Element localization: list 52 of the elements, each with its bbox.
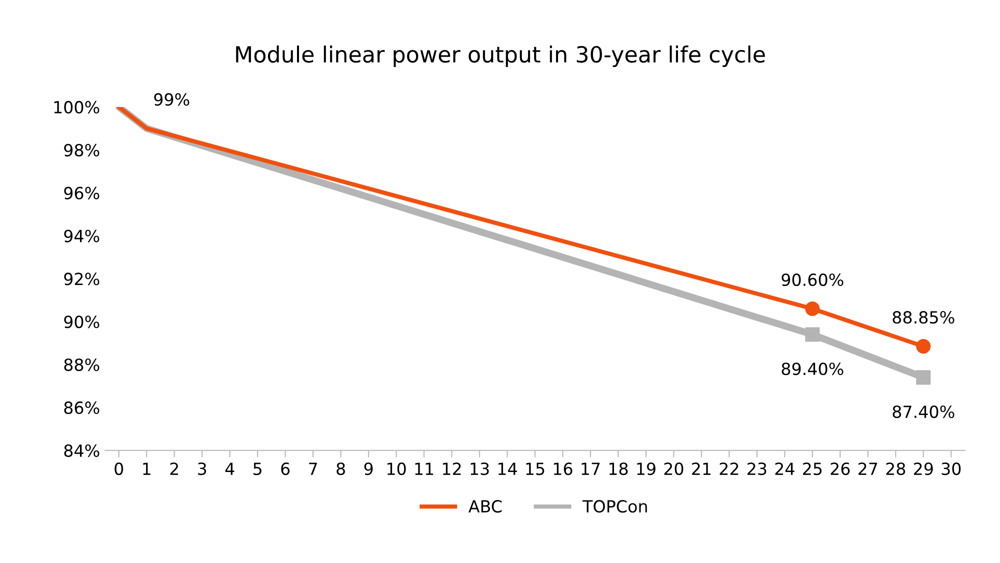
x-tick-label: 25 [803, 462, 822, 476]
x-tick-label: 17 [582, 462, 600, 475]
y-tick-label: 94% [64, 230, 100, 242]
x-tick-label: 8 [336, 462, 345, 476]
x-tick-label: 23 [748, 462, 766, 476]
legend-label: TOPCon [582, 500, 647, 513]
point [916, 370, 931, 385]
point [805, 301, 820, 316]
legend-label: ABC [468, 500, 502, 513]
x-tick-label: 1 [143, 462, 150, 475]
x-tick-label: 30 [942, 462, 961, 476]
x-tick-label: 15 [526, 462, 544, 476]
x-tick-label: 7 [309, 462, 317, 475]
x-tick-label: 14 [498, 462, 517, 475]
x-tick-label: 4 [225, 462, 234, 475]
x-tick-label: 12 [443, 462, 461, 475]
data-label: 89.40% [782, 362, 844, 376]
x-tick-label: 24 [775, 462, 794, 475]
y-tick-label: 86% [64, 401, 100, 414]
x-tick-label: 16 [554, 462, 572, 476]
y-tick-label: 84% [64, 444, 100, 457]
x-tick-label: 11 [415, 462, 434, 475]
point [805, 327, 820, 342]
x-tick-label: 18 [609, 462, 628, 476]
x-tick-label: 21 [692, 462, 711, 475]
x-tick-label: 5 [254, 462, 262, 476]
x-tick-label: 27 [858, 462, 878, 475]
data-label: 87.40% [892, 405, 954, 418]
chart-title: Module linear power output in 30-year life cycle [236, 46, 765, 68]
x-tick-label: 19 [637, 462, 656, 476]
data-label: 88.85% [892, 311, 954, 324]
x-tick-label: 6 [281, 462, 290, 476]
y-tick-label: 88% [64, 358, 100, 372]
x-tick-label: 2 [170, 462, 178, 475]
x-tick-label: 10 [388, 462, 406, 476]
x-tick-label: 3 [198, 462, 206, 476]
x-tick-label: 26 [830, 462, 850, 476]
data-label: 90.60% [782, 273, 844, 286]
y-tick-label: 100% [54, 100, 100, 114]
x-tick-label: 0 [114, 462, 124, 476]
y-tick-label: 90% [64, 316, 100, 328]
x-tick-label: 13 [470, 462, 489, 476]
x-tick-label: 20 [664, 462, 684, 476]
point [916, 339, 931, 354]
data-label: 99% [154, 93, 190, 106]
y-tick-label: 98% [64, 144, 100, 156]
y-tick-label: 96% [64, 186, 100, 200]
x-tick-label: 9 [364, 462, 373, 476]
x-tick-label: 28 [886, 462, 906, 476]
x-tick-label: 22 [720, 462, 738, 475]
y-tick-label: 92% [64, 272, 100, 286]
x-tick-label: 29 [914, 462, 933, 476]
